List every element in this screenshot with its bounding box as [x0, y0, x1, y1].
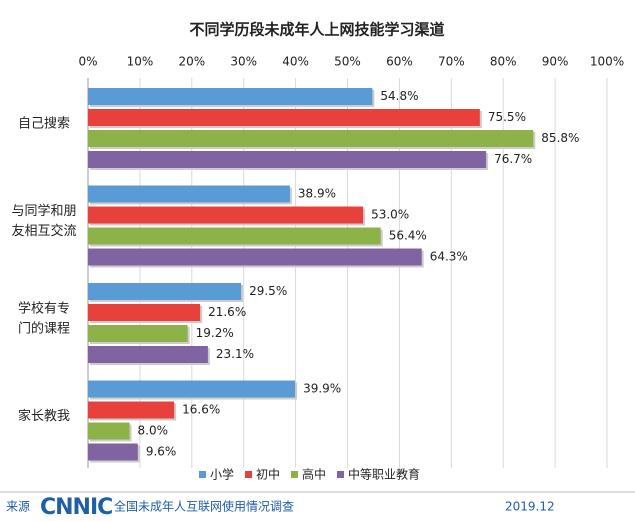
value-label: 38.9% [298, 187, 336, 201]
value-label: 75.5% [488, 110, 526, 124]
legend-label: 中等职业教育 [348, 467, 420, 482]
x-tick-label: 70% [438, 55, 465, 69]
value-label: 21.6% [208, 305, 246, 319]
x-tick-label: 10% [127, 55, 154, 69]
x-tick-label: 50% [334, 55, 361, 69]
x-tick-label: 100% [590, 55, 624, 69]
chart-title: 不同学历段未成年人上网技能学习渠道 [189, 21, 444, 39]
y-tick-label: 门的课程 [18, 320, 70, 336]
legend-swatch [337, 471, 344, 478]
value-label: 19.2% [196, 326, 234, 340]
bar [88, 283, 242, 300]
value-label: 76.7% [494, 152, 532, 166]
legend-swatch [199, 471, 206, 478]
bar [88, 401, 175, 419]
value-label: 23.1% [216, 347, 254, 361]
value-label: 39.9% [303, 382, 341, 396]
footer-logo: CNNIC [40, 495, 112, 520]
value-label: 29.5% [249, 284, 287, 298]
bar [88, 346, 208, 363]
legend-label: 初中 [256, 467, 280, 482]
y-tick-label: 与同学和朋 [11, 203, 76, 219]
bar [88, 380, 296, 398]
value-label: 16.6% [182, 403, 220, 417]
bar [88, 88, 373, 105]
y-tick-label: 学校有专 [18, 300, 70, 316]
x-tick-label: 90% [542, 55, 569, 69]
footer-date: 2019.12 [505, 500, 555, 514]
bar [88, 248, 422, 266]
bar [88, 206, 364, 224]
bar [88, 151, 487, 168]
bar [88, 109, 480, 126]
bar [88, 443, 138, 461]
value-label: 54.8% [380, 89, 418, 103]
value-label: 53.0% [371, 208, 409, 222]
x-tick-label: 40% [282, 55, 309, 69]
legend-label: 高中 [302, 467, 326, 482]
y-tick-label: 家长教我 [18, 408, 70, 424]
value-label: 9.6% [146, 445, 177, 459]
bar [88, 130, 534, 147]
bar [88, 227, 381, 245]
bar [88, 325, 188, 342]
footer-survey: 全国未成年人互联网使用情况调查 [114, 499, 294, 514]
x-tick-label: 0% [78, 55, 97, 69]
y-tick-label: 自己搜索 [18, 116, 70, 131]
value-label: 8.0% [138, 424, 169, 438]
x-tick-label: 20% [178, 55, 205, 69]
bar [88, 304, 201, 321]
x-tick-label: 60% [386, 55, 413, 69]
bar [88, 185, 290, 203]
legend-swatch [245, 471, 252, 478]
value-label: 85.8% [541, 131, 579, 145]
x-tick-label: 80% [490, 55, 517, 69]
x-tick-label: 30% [230, 55, 257, 69]
legend-swatch [291, 471, 298, 478]
y-tick-label: 友相互交流 [11, 223, 76, 239]
value-label: 64.3% [430, 250, 468, 264]
value-label: 56.4% [389, 229, 427, 243]
footer-source: 来源 [6, 500, 30, 514]
legend-label: 小学 [210, 467, 234, 482]
bar [88, 422, 130, 440]
